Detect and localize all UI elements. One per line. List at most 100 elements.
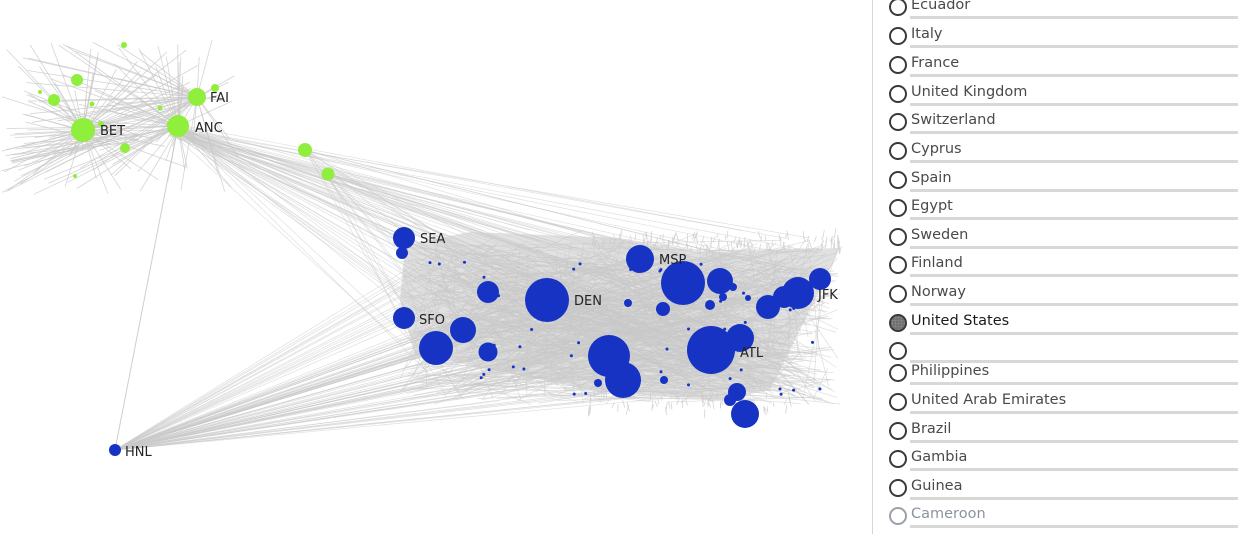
airport-node[interactable] xyxy=(98,121,104,127)
airport-node[interactable] xyxy=(724,394,736,406)
airport-node[interactable] xyxy=(661,261,705,305)
country-option[interactable]: Ecuador xyxy=(873,0,1257,19)
country-option[interactable]: Sweden xyxy=(873,222,1257,249)
country-option[interactable]: France xyxy=(873,50,1257,77)
airport-node[interactable] xyxy=(656,302,670,316)
airport-node[interactable] xyxy=(578,262,582,266)
network-graph-canvas[interactable]: FAI ANC BET SEA SFO DEN MSP JFK ATL HNL xyxy=(0,0,872,534)
airport-node[interactable] xyxy=(525,278,569,322)
airport-node[interactable] xyxy=(687,326,735,374)
country-option[interactable]: United Kingdom xyxy=(873,79,1257,106)
airport-node[interactable] xyxy=(728,377,732,381)
radio-unchecked-icon[interactable] xyxy=(889,507,907,525)
airport-node[interactable] xyxy=(626,245,654,273)
airport-node[interactable] xyxy=(594,379,602,387)
airport-node[interactable] xyxy=(48,94,60,106)
country-option[interactable]: Gambia xyxy=(873,444,1257,471)
airport-node[interactable] xyxy=(726,324,754,352)
airport-node[interactable] xyxy=(731,400,759,428)
airport-node[interactable] xyxy=(121,42,127,48)
country-option[interactable]: Switzerland xyxy=(873,107,1257,134)
airport-node[interactable] xyxy=(605,362,641,398)
radio-unchecked-icon[interactable] xyxy=(889,56,907,74)
airport-node[interactable] xyxy=(522,367,526,371)
airport-node[interactable] xyxy=(577,341,581,345)
airport-node[interactable] xyxy=(818,387,822,391)
airport-node[interactable] xyxy=(437,262,441,266)
airport-node[interactable] xyxy=(569,354,573,358)
airport-node[interactable] xyxy=(211,84,219,92)
airport-node[interactable] xyxy=(584,392,588,395)
airport-node[interactable] xyxy=(687,327,690,331)
airport-node[interactable] xyxy=(745,295,751,301)
radio-unchecked-icon[interactable] xyxy=(889,393,907,411)
airport-node[interactable] xyxy=(298,143,312,157)
airport-node[interactable] xyxy=(699,262,703,266)
airport-node[interactable] xyxy=(428,261,432,265)
airport-node[interactable] xyxy=(511,365,515,369)
country-option[interactable]: Philippines xyxy=(873,358,1257,385)
airport-node[interactable] xyxy=(419,331,453,365)
airport-node[interactable] xyxy=(430,359,434,363)
radio-unchecked-icon[interactable] xyxy=(889,450,907,468)
radio-checked-icon[interactable] xyxy=(889,314,907,332)
airport-node[interactable] xyxy=(564,294,568,298)
network-graph[interactable]: FAI ANC BET SEA SFO DEN MSP JFK ATL HNL xyxy=(0,0,872,534)
airport-node[interactable] xyxy=(792,307,796,310)
airport-node[interactable] xyxy=(321,167,335,181)
radio-unchecked-icon[interactable] xyxy=(889,171,907,189)
airport-node[interactable] xyxy=(71,74,83,86)
radio-unchecked-icon[interactable] xyxy=(889,85,907,103)
airport-node[interactable] xyxy=(477,281,499,303)
airport-node[interactable] xyxy=(396,247,408,259)
radio-unchecked-icon[interactable] xyxy=(889,27,907,45)
airport-node[interactable] xyxy=(572,392,576,396)
airport-node[interactable] xyxy=(393,227,415,249)
airport-node[interactable] xyxy=(624,299,632,307)
airport-node[interactable] xyxy=(120,143,130,153)
airport-node[interactable] xyxy=(157,105,163,111)
country-option[interactable]: Italy xyxy=(873,21,1257,48)
airport-node[interactable] xyxy=(778,387,782,391)
airport-node[interactable] xyxy=(665,347,669,351)
airport-node[interactable] xyxy=(742,291,745,295)
country-option[interactable]: Finland xyxy=(873,250,1257,277)
airport-node[interactable] xyxy=(572,267,576,271)
radio-unchecked-icon[interactable] xyxy=(889,228,907,246)
airport-node[interactable] xyxy=(492,343,496,347)
radio-unchecked-icon[interactable] xyxy=(889,285,907,303)
radio-unchecked-icon[interactable] xyxy=(889,479,907,497)
airport-node[interactable] xyxy=(723,327,727,331)
radio-unchecked-icon[interactable] xyxy=(889,342,907,360)
airport-node[interactable] xyxy=(705,300,715,310)
airport-node[interactable] xyxy=(167,115,189,137)
airport-node[interactable] xyxy=(464,336,468,340)
radio-unchecked-icon[interactable] xyxy=(889,422,907,440)
airport-node[interactable] xyxy=(743,320,747,324)
country-filter-list[interactable]: Ecuador Italy France United Kingdom Switzerl… xyxy=(873,0,1257,534)
airport-node[interactable] xyxy=(660,376,668,384)
airport-node[interactable] xyxy=(659,370,663,374)
airport-node[interactable] xyxy=(530,328,534,331)
airport-node[interactable] xyxy=(788,308,792,312)
airport-node[interactable] xyxy=(707,268,733,294)
airport-node[interactable] xyxy=(719,293,727,301)
country-option[interactable]: Norway xyxy=(873,279,1257,306)
airport-node[interactable] xyxy=(658,269,662,273)
airport-node[interactable] xyxy=(482,372,486,376)
airport-node[interactable] xyxy=(73,174,77,178)
airport-node[interactable] xyxy=(497,294,501,298)
radio-unchecked-icon[interactable] xyxy=(889,0,907,16)
country-option[interactable] xyxy=(873,336,1257,363)
airport-node[interactable] xyxy=(739,368,743,372)
airport-node[interactable] xyxy=(729,283,737,291)
airport-node[interactable] xyxy=(482,275,486,279)
airport-node[interactable] xyxy=(792,388,796,392)
airport-node[interactable] xyxy=(38,90,42,94)
country-option[interactable]: Egypt xyxy=(873,193,1257,220)
airport-node[interactable] xyxy=(689,299,693,303)
airport-node[interactable] xyxy=(629,268,633,271)
radio-unchecked-icon[interactable] xyxy=(889,142,907,160)
airport-node[interactable] xyxy=(450,317,476,343)
airport-node[interactable] xyxy=(109,444,121,456)
